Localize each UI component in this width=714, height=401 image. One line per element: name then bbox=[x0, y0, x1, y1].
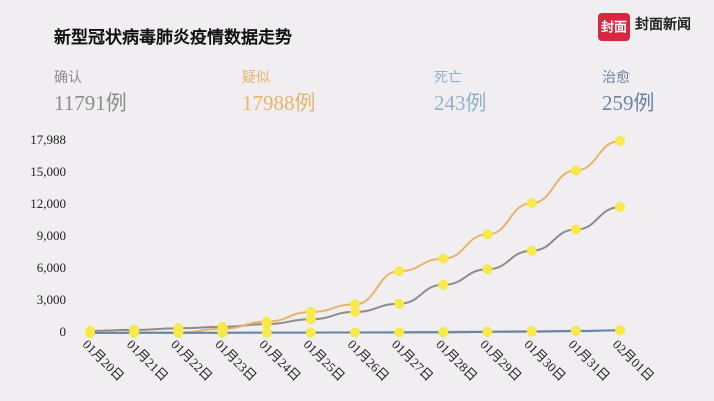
stat-value: 259例 bbox=[602, 91, 655, 115]
data-point bbox=[261, 327, 272, 338]
y-tick-label: 6,000 bbox=[37, 260, 66, 275]
data-point bbox=[438, 327, 449, 338]
data-point bbox=[570, 224, 581, 235]
data-point bbox=[615, 136, 625, 146]
stat-value: 17988例 bbox=[242, 91, 316, 115]
stat-label: 治愈 bbox=[602, 70, 630, 86]
stat-label: 死亡 bbox=[434, 70, 462, 86]
data-point bbox=[570, 165, 581, 176]
data-point bbox=[482, 264, 493, 275]
stat-value: 243例 bbox=[434, 91, 487, 115]
data-point bbox=[129, 327, 140, 338]
data-point bbox=[261, 316, 272, 327]
data-point bbox=[173, 327, 184, 338]
y-tick-label: 17,988 bbox=[30, 132, 66, 147]
data-point bbox=[438, 279, 449, 290]
y-tick-label: 12,000 bbox=[30, 196, 66, 211]
stat-label: 疑似 bbox=[242, 70, 270, 86]
logo: 封面 bbox=[601, 20, 627, 36]
data-point bbox=[305, 307, 316, 318]
data-point bbox=[350, 306, 360, 317]
stat-label: 确认 bbox=[54, 70, 82, 86]
data-point bbox=[570, 326, 581, 337]
logo-box bbox=[598, 13, 630, 41]
chart-title: 新型冠状病毒肺炎疫情数据走势 bbox=[54, 27, 292, 48]
data-point bbox=[615, 202, 625, 213]
data-point bbox=[438, 253, 449, 264]
data-point bbox=[482, 326, 493, 337]
data-point bbox=[217, 327, 228, 338]
data-point bbox=[526, 245, 537, 256]
data-point bbox=[526, 326, 537, 337]
data-point bbox=[394, 266, 405, 277]
data-point bbox=[305, 327, 316, 338]
y-tick-label: 15,000 bbox=[30, 164, 66, 179]
data-point bbox=[394, 298, 405, 309]
data-point bbox=[526, 198, 537, 209]
data-point bbox=[350, 327, 360, 338]
data-point bbox=[350, 299, 360, 310]
y-tick-label: 3,000 bbox=[37, 292, 66, 307]
y-tick-label: 0 bbox=[60, 324, 67, 339]
y-tick-label: 9,000 bbox=[37, 228, 66, 243]
data-point bbox=[482, 229, 493, 240]
data-point bbox=[615, 325, 625, 336]
stat-value: 11791例 bbox=[54, 91, 127, 115]
data-point bbox=[305, 314, 316, 325]
data-point bbox=[85, 328, 95, 338]
data-point bbox=[394, 327, 405, 338]
brand-name: 封面新闻 bbox=[635, 16, 691, 33]
